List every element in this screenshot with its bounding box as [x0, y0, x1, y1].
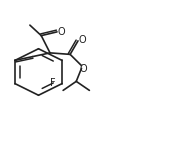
Text: O: O — [79, 64, 87, 74]
Text: F: F — [50, 78, 55, 88]
Text: O: O — [79, 35, 86, 45]
Text: O: O — [58, 27, 65, 37]
